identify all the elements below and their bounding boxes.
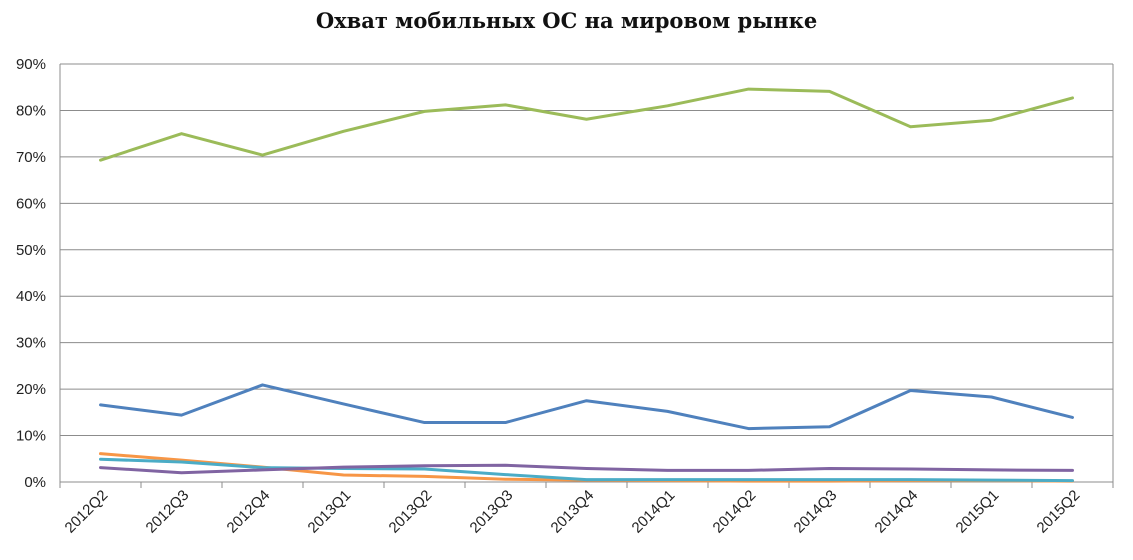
y-tick-label: 30% — [16, 335, 46, 352]
x-tick-label: 2014Q4 — [872, 487, 922, 537]
y-tick-label: 20% — [16, 381, 46, 398]
x-tick-label: 2015Q1 — [953, 487, 1003, 537]
x-axis-tick-labels: 2012Q2 2012Q3 2012Q4 2013Q1 2013Q2 2013Q3 2013… — [62, 487, 1084, 537]
x-tick-label: 2015Q2 — [1034, 487, 1084, 537]
x-tick-label: 2014Q1 — [629, 487, 679, 537]
y-tick-label: 60% — [16, 195, 46, 212]
y-tick-label: 80% — [16, 102, 46, 119]
series-line-0 — [99, 87, 1074, 162]
y-tick-label: 90% — [16, 56, 46, 73]
series-line-2 — [99, 463, 1074, 475]
series-line-1 — [99, 383, 1074, 431]
x-tick-label: 2012Q4 — [224, 487, 274, 537]
x-tick-label: 2012Q2 — [62, 487, 112, 537]
y-tick-label: 10% — [16, 428, 46, 445]
gridlines — [60, 63, 1113, 483]
x-tick-label: 2013Q4 — [548, 487, 598, 537]
x-tick-label: 2013Q1 — [305, 487, 355, 537]
chart-title: Охват мобильных ОС на мировом рынке — [315, 8, 818, 33]
y-tick-label: 40% — [16, 288, 46, 305]
series-lines — [99, 87, 1074, 483]
y-axis-tick-labels: 0% 10% 20% 30% 40% 50% 60% 70% 80% 90% — [16, 56, 46, 491]
series-line-3 — [99, 457, 1074, 483]
x-tick-label: 2012Q3 — [143, 487, 193, 537]
x-tick-label: 2014Q3 — [791, 487, 841, 537]
x-tick-label: 2014Q2 — [710, 487, 760, 537]
y-tick-label: 50% — [16, 242, 46, 259]
axes — [59, 64, 1114, 488]
y-tick-label: 0% — [24, 474, 46, 491]
x-tick-label: 2013Q3 — [467, 487, 517, 537]
x-tick-label: 2013Q2 — [386, 487, 436, 537]
y-tick-label: 70% — [16, 149, 46, 166]
